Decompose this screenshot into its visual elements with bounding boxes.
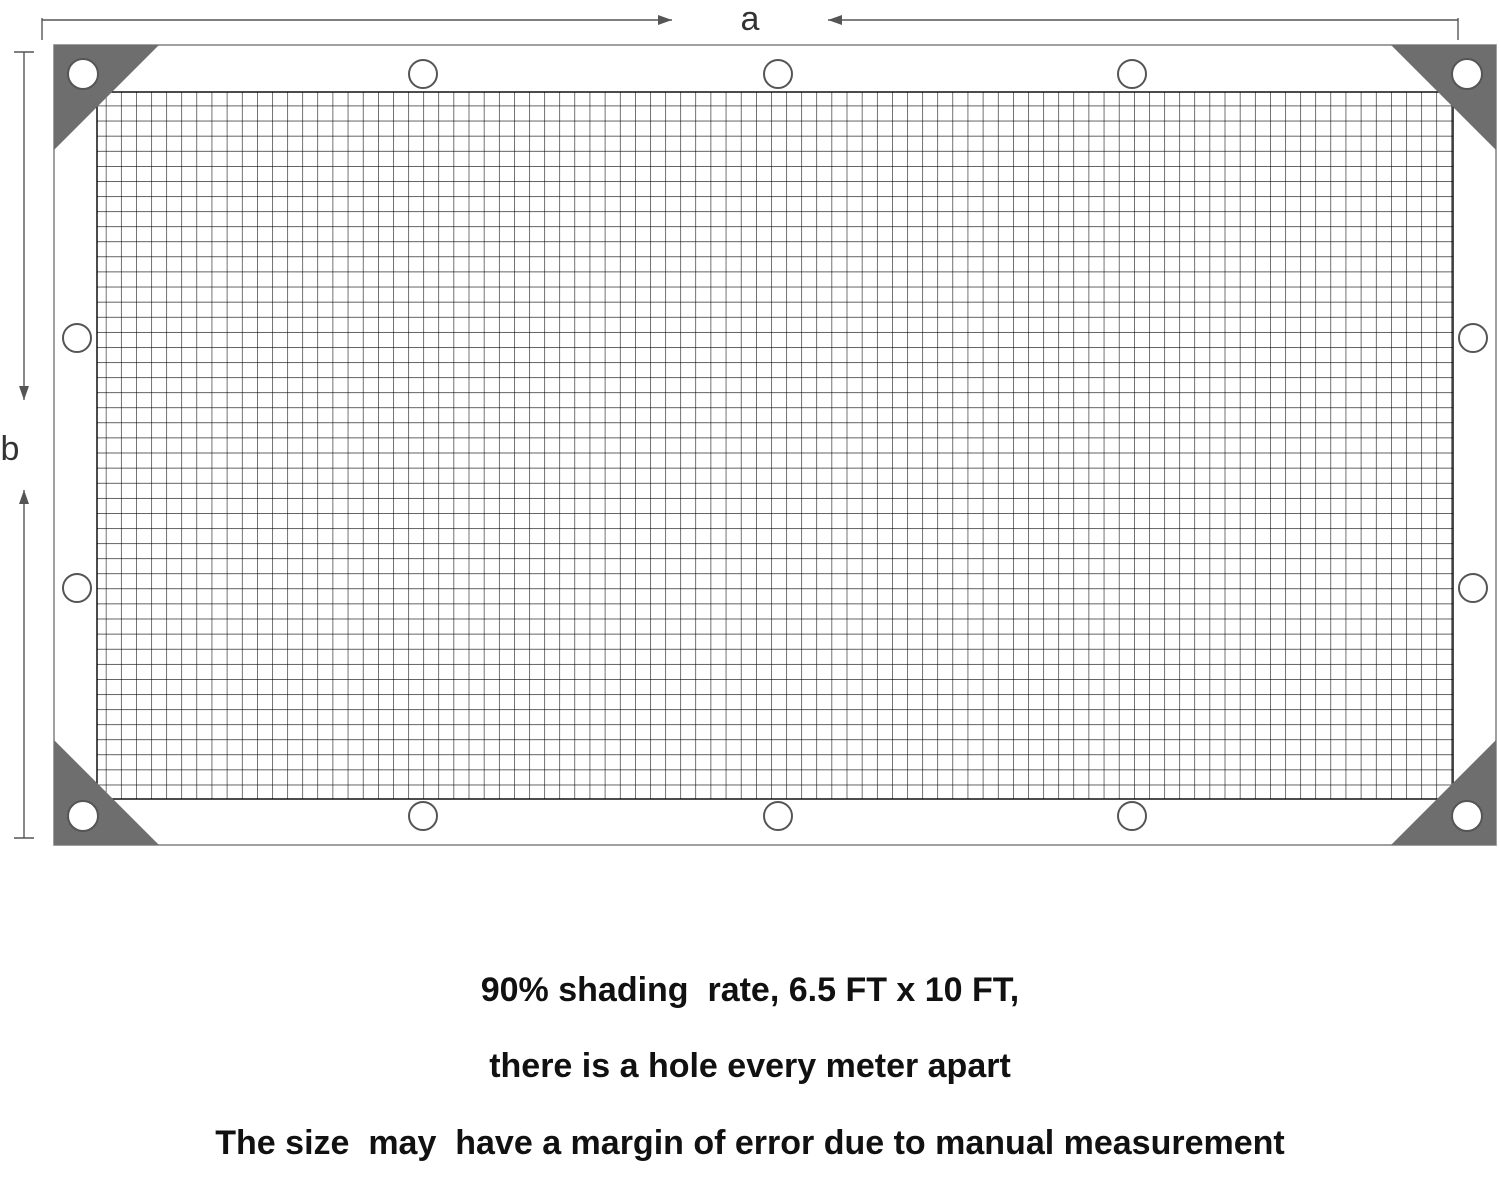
svg-text:a: a xyxy=(741,0,760,38)
svg-text:b: b xyxy=(1,430,20,468)
